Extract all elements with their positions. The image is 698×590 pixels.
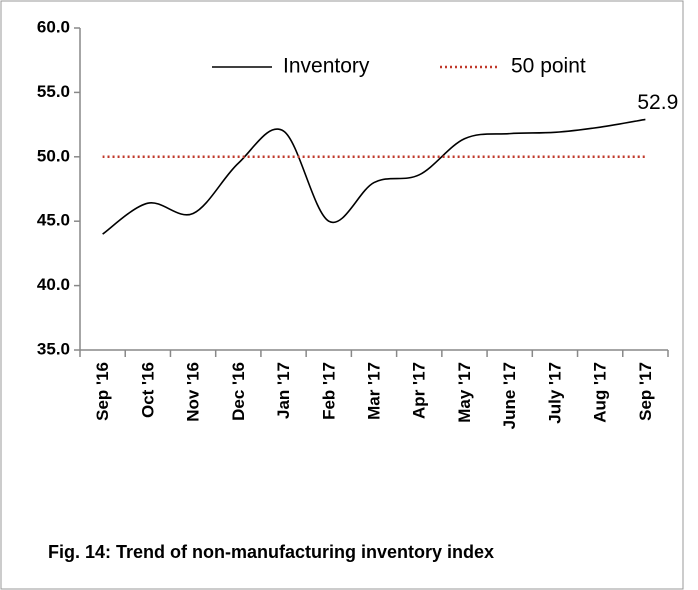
y-tick-label: 45.0 [37, 211, 70, 230]
y-tick-label: 40.0 [37, 275, 70, 294]
x-tick-label: Sep '17 [636, 362, 655, 421]
data-label: 52.9 [637, 91, 678, 114]
y-tick-label: 55.0 [37, 82, 70, 101]
x-tick-label: Aug '17 [591, 362, 610, 423]
x-tick-label: Jan '17 [274, 362, 293, 419]
x-tick-label: Oct '16 [138, 362, 157, 418]
x-tick-label: July '17 [545, 362, 564, 424]
x-tick-label: Feb '17 [319, 362, 338, 420]
x-tick-label: Nov '16 [184, 362, 203, 422]
y-tick-label: 50.0 [37, 146, 70, 165]
y-tick-label: 35.0 [37, 339, 70, 358]
x-tick-label: Mar '17 [364, 362, 383, 420]
legend-label: 50 point [511, 55, 586, 78]
x-tick-label: Apr '17 [410, 362, 429, 419]
legend-label: Inventory [283, 55, 370, 78]
x-tick-label: Dec '16 [229, 362, 248, 421]
x-tick-label: June '17 [500, 362, 519, 429]
y-tick-label: 60.0 [37, 17, 70, 36]
x-tick-label: Sep '16 [93, 362, 112, 421]
chart-title: Fig. 14: Trend of non-manufacturing inve… [48, 542, 494, 562]
line [102, 118, 646, 235]
x-tick-label: May '17 [455, 362, 474, 423]
chart-border [0, 0, 684, 590]
